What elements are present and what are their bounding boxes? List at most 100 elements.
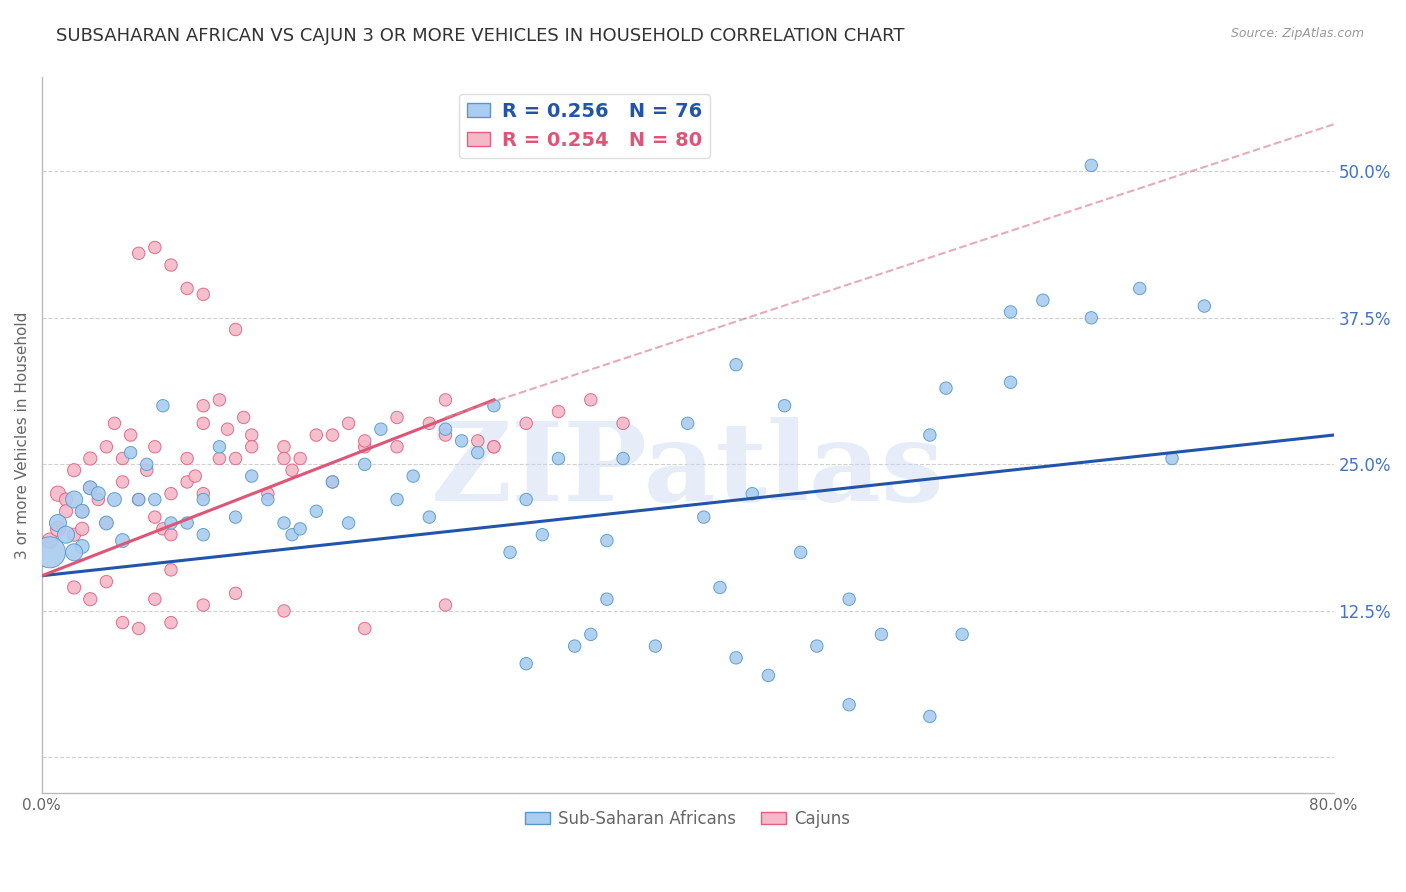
Point bbox=[418, 417, 440, 431]
Point bbox=[499, 545, 522, 559]
Legend: Sub-Saharan Africans, Cajuns: Sub-Saharan Africans, Cajuns bbox=[519, 803, 858, 834]
Point bbox=[935, 381, 957, 395]
Point bbox=[160, 527, 183, 541]
Point bbox=[70, 540, 93, 554]
Point bbox=[1000, 376, 1022, 390]
Point bbox=[193, 399, 215, 413]
Point bbox=[1000, 305, 1022, 319]
Point bbox=[217, 422, 239, 436]
Point bbox=[353, 434, 375, 448]
Point bbox=[143, 440, 166, 454]
Point bbox=[418, 510, 440, 524]
Point bbox=[337, 516, 360, 530]
Point bbox=[111, 533, 134, 548]
Point bbox=[143, 492, 166, 507]
Point bbox=[434, 598, 457, 612]
Point bbox=[96, 574, 118, 589]
Point bbox=[596, 592, 619, 607]
Point bbox=[135, 463, 157, 477]
Point bbox=[87, 486, 110, 500]
Point bbox=[193, 486, 215, 500]
Point bbox=[46, 522, 69, 536]
Point bbox=[1129, 281, 1152, 295]
Point bbox=[96, 516, 118, 530]
Point bbox=[79, 451, 101, 466]
Point bbox=[70, 522, 93, 536]
Point bbox=[482, 440, 505, 454]
Point bbox=[111, 475, 134, 489]
Point bbox=[1032, 293, 1054, 308]
Point bbox=[240, 428, 263, 442]
Point bbox=[96, 440, 118, 454]
Point bbox=[758, 668, 780, 682]
Point bbox=[55, 527, 77, 541]
Point bbox=[55, 492, 77, 507]
Point bbox=[321, 475, 343, 489]
Point bbox=[612, 451, 634, 466]
Point bbox=[193, 492, 215, 507]
Point bbox=[709, 581, 731, 595]
Point bbox=[96, 516, 118, 530]
Point bbox=[240, 440, 263, 454]
Point bbox=[79, 481, 101, 495]
Point bbox=[273, 604, 295, 618]
Text: SUBSAHARAN AFRICAN VS CAJUN 3 OR MORE VEHICLES IN HOUSEHOLD CORRELATION CHART: SUBSAHARAN AFRICAN VS CAJUN 3 OR MORE VE… bbox=[56, 27, 904, 45]
Point bbox=[1080, 158, 1102, 172]
Point bbox=[193, 287, 215, 301]
Point bbox=[918, 428, 941, 442]
Point bbox=[1194, 299, 1216, 313]
Point bbox=[55, 504, 77, 518]
Point bbox=[273, 440, 295, 454]
Point bbox=[160, 563, 183, 577]
Point bbox=[596, 533, 619, 548]
Point bbox=[111, 615, 134, 630]
Point bbox=[79, 481, 101, 495]
Point bbox=[385, 492, 408, 507]
Text: Source: ZipAtlas.com: Source: ZipAtlas.com bbox=[1230, 27, 1364, 40]
Point bbox=[402, 469, 425, 483]
Point bbox=[370, 422, 392, 436]
Point bbox=[725, 650, 748, 665]
Point bbox=[288, 451, 311, 466]
Point bbox=[87, 492, 110, 507]
Point bbox=[467, 434, 489, 448]
Point bbox=[103, 492, 125, 507]
Point bbox=[225, 586, 247, 600]
Point bbox=[305, 428, 328, 442]
Point bbox=[46, 486, 69, 500]
Point bbox=[111, 451, 134, 466]
Point bbox=[273, 516, 295, 530]
Point bbox=[515, 417, 537, 431]
Point bbox=[176, 475, 198, 489]
Point bbox=[225, 510, 247, 524]
Point bbox=[321, 475, 343, 489]
Point bbox=[128, 492, 150, 507]
Point bbox=[612, 417, 634, 431]
Point bbox=[579, 392, 602, 407]
Point bbox=[193, 417, 215, 431]
Point bbox=[160, 516, 183, 530]
Point bbox=[232, 410, 254, 425]
Point bbox=[184, 469, 207, 483]
Point bbox=[482, 440, 505, 454]
Point bbox=[579, 627, 602, 641]
Point bbox=[806, 639, 828, 653]
Point bbox=[79, 592, 101, 607]
Point bbox=[193, 527, 215, 541]
Point bbox=[773, 399, 796, 413]
Point bbox=[644, 639, 666, 653]
Point bbox=[257, 492, 280, 507]
Point bbox=[208, 392, 231, 407]
Point bbox=[305, 504, 328, 518]
Point bbox=[176, 516, 198, 530]
Point bbox=[120, 445, 142, 459]
Point bbox=[288, 522, 311, 536]
Point bbox=[676, 417, 699, 431]
Point bbox=[160, 615, 183, 630]
Point bbox=[38, 533, 60, 548]
Point bbox=[281, 463, 304, 477]
Point bbox=[143, 240, 166, 254]
Point bbox=[160, 486, 183, 500]
Point bbox=[152, 522, 174, 536]
Point bbox=[208, 451, 231, 466]
